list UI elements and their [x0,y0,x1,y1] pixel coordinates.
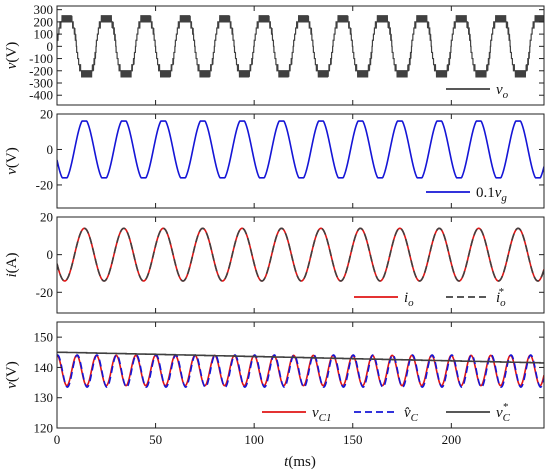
panel-4: 120 130 140 150 0 50 100 150 200 v(V) vC1 v̂C vC* [4,321,545,447]
x-tick-label: 100 [244,432,264,447]
y-axis-label: v(V) [4,147,20,175]
legend-entry-3: vC* [446,401,511,424]
y-axis-label-unit: (V) [4,147,20,168]
legend-label: io* [496,286,506,309]
y-axis-label-var: v [4,168,20,175]
series-line-2-1 [57,120,544,179]
panel-2: -20 0 20 v(V) 0.1vg [4,107,545,209]
y-axis-label: v(V) [4,361,20,389]
y-tick-label: -200 [29,63,53,78]
y-tick-label: 0 [47,142,54,157]
y-tick-label: -400 [29,88,53,103]
y-tick-label: -300 [29,76,53,91]
x-axis-label-unit: (ms) [288,454,316,470]
legend-entry-1: vo [446,82,509,101]
series-line-3-1 [57,227,544,282]
series-line-4-2 [57,354,544,388]
x-tick-label: 200 [442,432,462,447]
y-tick-label: -20 [36,177,53,192]
plot-frame [56,321,545,429]
plot-frame [56,5,545,106]
x-tick-label: 50 [149,432,162,447]
x-axis-title: t(ms) [284,454,316,470]
y-tick-label: 100 [34,27,54,42]
x-axis-label-var: t [284,454,289,470]
legend-entry-2: v̂C [354,405,419,424]
legend-entry-1: io [354,290,414,309]
legend-entry-1: vC1 [262,405,332,424]
y-axis-label-unit: (V) [4,361,20,382]
legend-entry-1: 0.1vg [426,185,507,204]
y-axis-label-unit: (V) [4,42,20,63]
x-axis-label: t(ms) [284,454,316,470]
panels: -400-300-200-1000100200300v(V)vo-20020v(… [4,2,545,447]
y-tick-label: -20 [36,285,53,300]
y-tick-label: 200 [34,14,54,29]
legend-entry-2: io* [446,286,506,309]
x-tick-label: 0 [54,432,61,447]
y-tick-label: 130 [34,390,54,405]
y-tick-label: 20 [40,107,53,122]
y-axis-label: i(A) [4,253,20,278]
y-tick-label: 140 [34,360,54,375]
y-axis-label: v(V) [4,42,20,70]
legend-label: io [404,290,414,309]
y-tick-label: -100 [29,51,53,66]
y-axis-label-var: i [4,273,20,277]
legend-label: vC* [496,401,511,424]
y-tick-label: 120 [34,421,54,436]
series-line-1-1 [57,15,544,78]
legend-label: 0.1vg [476,185,507,204]
y-axis-label-var: v [4,382,20,389]
legend-label: v̂C [404,405,419,424]
panel-3: -20 0 20 i(A) io io* [4,210,545,314]
y-tick-label: 0 [47,39,54,54]
plot-frame [56,113,545,209]
y-tick-label: 0 [47,247,54,262]
legend-label: vo [496,82,509,101]
y-tick-label: 20 [40,210,53,225]
series-line-4-3 [57,351,544,364]
x-tick-label: 150 [343,432,363,447]
series-line-3-2 [57,227,544,282]
legend-label: vC1 [312,405,332,424]
plot-frame [56,216,545,314]
y-tick-label: 150 [34,330,54,345]
y-axis-label-var: v [4,62,20,69]
y-axis-label-unit: (A) [4,253,20,274]
y-tick-label: 300 [34,2,54,17]
